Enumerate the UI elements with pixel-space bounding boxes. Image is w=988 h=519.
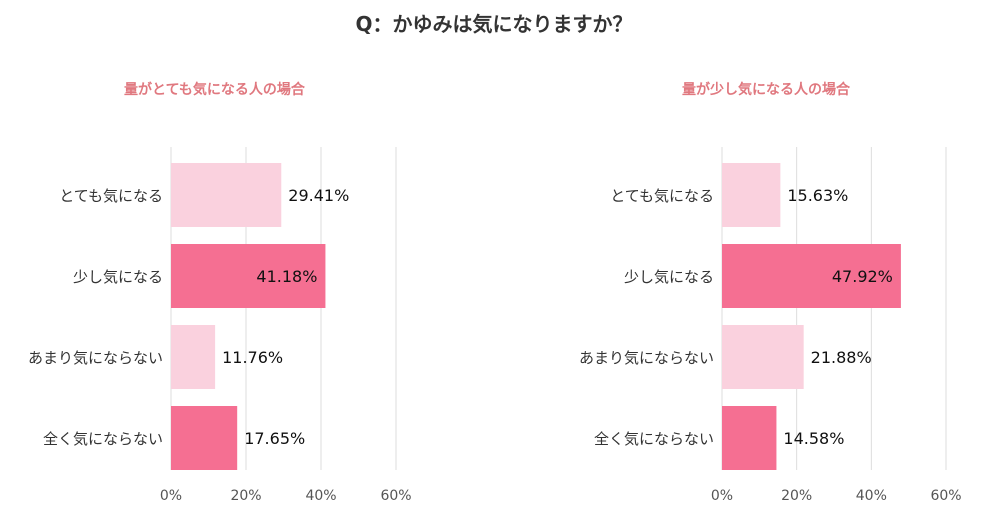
left-category-label: 全く気にならない: [43, 430, 163, 448]
left-x-tick-label: 60%: [380, 488, 411, 504]
left-value-label: 11.76%: [222, 348, 283, 367]
right-category-label: あまり気にならない: [579, 349, 714, 367]
right-x-tick-label: 40%: [856, 488, 887, 504]
right-category-label: とても気になる: [610, 187, 714, 205]
left-category-label: あまり気にならない: [28, 349, 163, 367]
right-value-label: 15.63%: [787, 186, 848, 205]
left-category-label: とても気になる: [59, 187, 163, 205]
left-bar: [171, 163, 282, 227]
right-value-label: 14.58%: [783, 429, 844, 448]
left-category-label: 少し気になる: [73, 268, 163, 286]
left-x-tick-label: 20%: [230, 488, 261, 504]
left-bar: [171, 244, 326, 308]
chart-title-right: 量が少し気になる人の場合: [682, 82, 850, 98]
left-value-label: 17.65%: [244, 429, 305, 448]
right-bar: [722, 406, 777, 470]
left-value-label: 29.41%: [288, 186, 349, 205]
right-x-tick-label: 60%: [930, 488, 961, 504]
right-x-tick-label: 0%: [711, 488, 733, 504]
right-bar: [722, 325, 804, 389]
left-value-label: 41.18%: [256, 267, 317, 286]
right-value-label: 21.88%: [811, 348, 872, 367]
right-category-label: 全く気にならない: [594, 430, 714, 448]
left-x-tick-label: 0%: [160, 488, 182, 504]
chart-title-left: 量がとても気になる人の場合: [124, 82, 305, 98]
right-value-label: 47.92%: [832, 267, 893, 286]
right-bar: [722, 163, 781, 227]
left-bar: [171, 406, 238, 470]
left-x-tick-label: 40%: [305, 488, 336, 504]
right-category-label: 少し気になる: [624, 268, 714, 286]
page-title: Q：かゆみは気になりますか？: [355, 12, 633, 36]
right-x-tick-label: 20%: [781, 488, 812, 504]
right-bar: [722, 244, 901, 308]
left-bar: [171, 325, 216, 389]
